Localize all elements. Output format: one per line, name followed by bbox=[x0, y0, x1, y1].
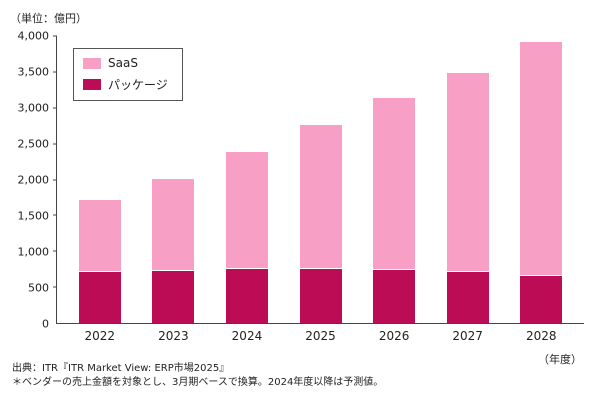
package-segment bbox=[152, 269, 195, 323]
y-tick-mark bbox=[53, 107, 57, 109]
legend-swatch-package bbox=[83, 79, 101, 90]
y-tick-mark bbox=[53, 35, 57, 37]
bars bbox=[57, 36, 584, 323]
y-tick-label: 3,000 bbox=[17, 101, 50, 115]
legend: SaaS パッケージ bbox=[73, 48, 183, 101]
package-segment bbox=[520, 274, 563, 323]
unit-label: （単位：億円） bbox=[10, 12, 87, 25]
y-tick-mark bbox=[53, 214, 57, 216]
footnotes: 出典：ITR『ITR Market View: ERP市場2025』 ＊ベンダー… bbox=[12, 362, 383, 390]
y-tick-mark bbox=[53, 143, 57, 145]
x-tick-label: 2022 bbox=[84, 329, 116, 343]
bar-2025 bbox=[284, 36, 358, 323]
x-tick-label: 2024 bbox=[231, 329, 263, 343]
x-tick-label: 2028 bbox=[525, 329, 557, 343]
legend-item-package: パッケージ bbox=[83, 76, 168, 93]
year-axis-label: （年度） bbox=[538, 353, 582, 366]
x-tick-label: 2023 bbox=[158, 329, 189, 343]
bar-2027 bbox=[431, 36, 505, 323]
bar-2023 bbox=[137, 36, 211, 323]
x-tick-label: 2025 bbox=[305, 329, 336, 343]
bar-2028 bbox=[504, 36, 578, 323]
y-tick-label: 2,000 bbox=[17, 173, 50, 187]
package-segment bbox=[299, 267, 342, 323]
bar-stack-2024 bbox=[225, 36, 268, 323]
package-segment bbox=[446, 271, 489, 323]
x-tick-label: 2026 bbox=[378, 329, 410, 343]
y-tick-label: 1,500 bbox=[17, 209, 50, 223]
saas-segment bbox=[520, 41, 563, 275]
package-segment bbox=[373, 269, 416, 323]
y-tick-label: 1,000 bbox=[17, 245, 50, 259]
bar-stack-2022 bbox=[78, 36, 121, 323]
package-segment bbox=[78, 271, 121, 323]
saas-segment bbox=[446, 72, 489, 272]
y-tick-mark bbox=[53, 250, 57, 252]
y-tick-label: 3,500 bbox=[17, 65, 50, 79]
package-segment bbox=[225, 268, 268, 323]
y-tick-label: 500 bbox=[28, 281, 49, 295]
bar-stack-2026 bbox=[373, 36, 416, 323]
legend-swatch-saas bbox=[83, 57, 101, 69]
bar-stack-2028 bbox=[520, 36, 563, 323]
footnote-source: 出典：ITR『ITR Market View: ERP市場2025』 bbox=[12, 363, 230, 374]
bar-2024 bbox=[210, 36, 284, 323]
y-tick-label: 2,500 bbox=[17, 137, 50, 151]
legend-item-saas: SaaS bbox=[83, 56, 168, 70]
saas-segment bbox=[299, 124, 342, 268]
footnote-note: ＊ベンダーの売上金額を対象とし、3月期ベースで換算。2024年度以降は予測値。 bbox=[12, 377, 384, 388]
y-tick-label: 4,000 bbox=[17, 29, 50, 43]
chart-area: 0 500 1,000 1,500 2,000 2,500 3,000 3,500 4,000 … bbox=[8, 30, 584, 343]
bar-stack-2025 bbox=[299, 36, 342, 323]
saas-segment bbox=[373, 98, 416, 270]
bar-stack-2027 bbox=[446, 36, 489, 323]
legend-label-saas: SaaS bbox=[108, 56, 138, 70]
x-labels: 2022 2023 2024 2025 2026 2027 2028 bbox=[57, 323, 584, 343]
saas-segment bbox=[225, 152, 268, 269]
y-tick-label: 0 bbox=[42, 317, 49, 331]
legend-label-package: パッケージ bbox=[108, 78, 168, 92]
saas-segment bbox=[78, 199, 121, 272]
y-tick-mark bbox=[53, 286, 57, 288]
bar-2022 bbox=[63, 36, 137, 323]
plot-area: 2022 2023 2024 2025 2026 2027 2028 SaaS パッケージ bbox=[53, 35, 584, 343]
y-axis: 0 500 1,000 1,500 2,000 2,500 3,000 3,500 4,000 bbox=[8, 30, 56, 331]
bar-stack-2023 bbox=[152, 36, 195, 323]
bar-2026 bbox=[357, 36, 431, 323]
saas-segment bbox=[152, 178, 195, 270]
y-tick-mark bbox=[53, 71, 57, 73]
x-tick-label: 2027 bbox=[452, 329, 483, 343]
y-tick-mark bbox=[53, 179, 57, 180]
